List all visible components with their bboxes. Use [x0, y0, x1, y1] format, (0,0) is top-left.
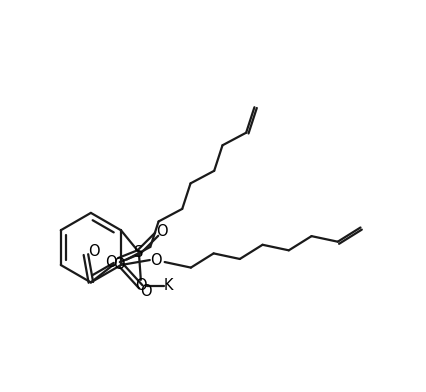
Text: O: O — [105, 254, 117, 270]
Text: O: O — [156, 224, 167, 239]
Text: O: O — [113, 257, 124, 272]
Text: S: S — [134, 245, 144, 260]
Text: O: O — [150, 252, 161, 268]
Text: O: O — [140, 284, 152, 299]
Text: K: K — [164, 278, 173, 293]
Text: O: O — [88, 244, 100, 259]
Text: O: O — [135, 278, 147, 293]
